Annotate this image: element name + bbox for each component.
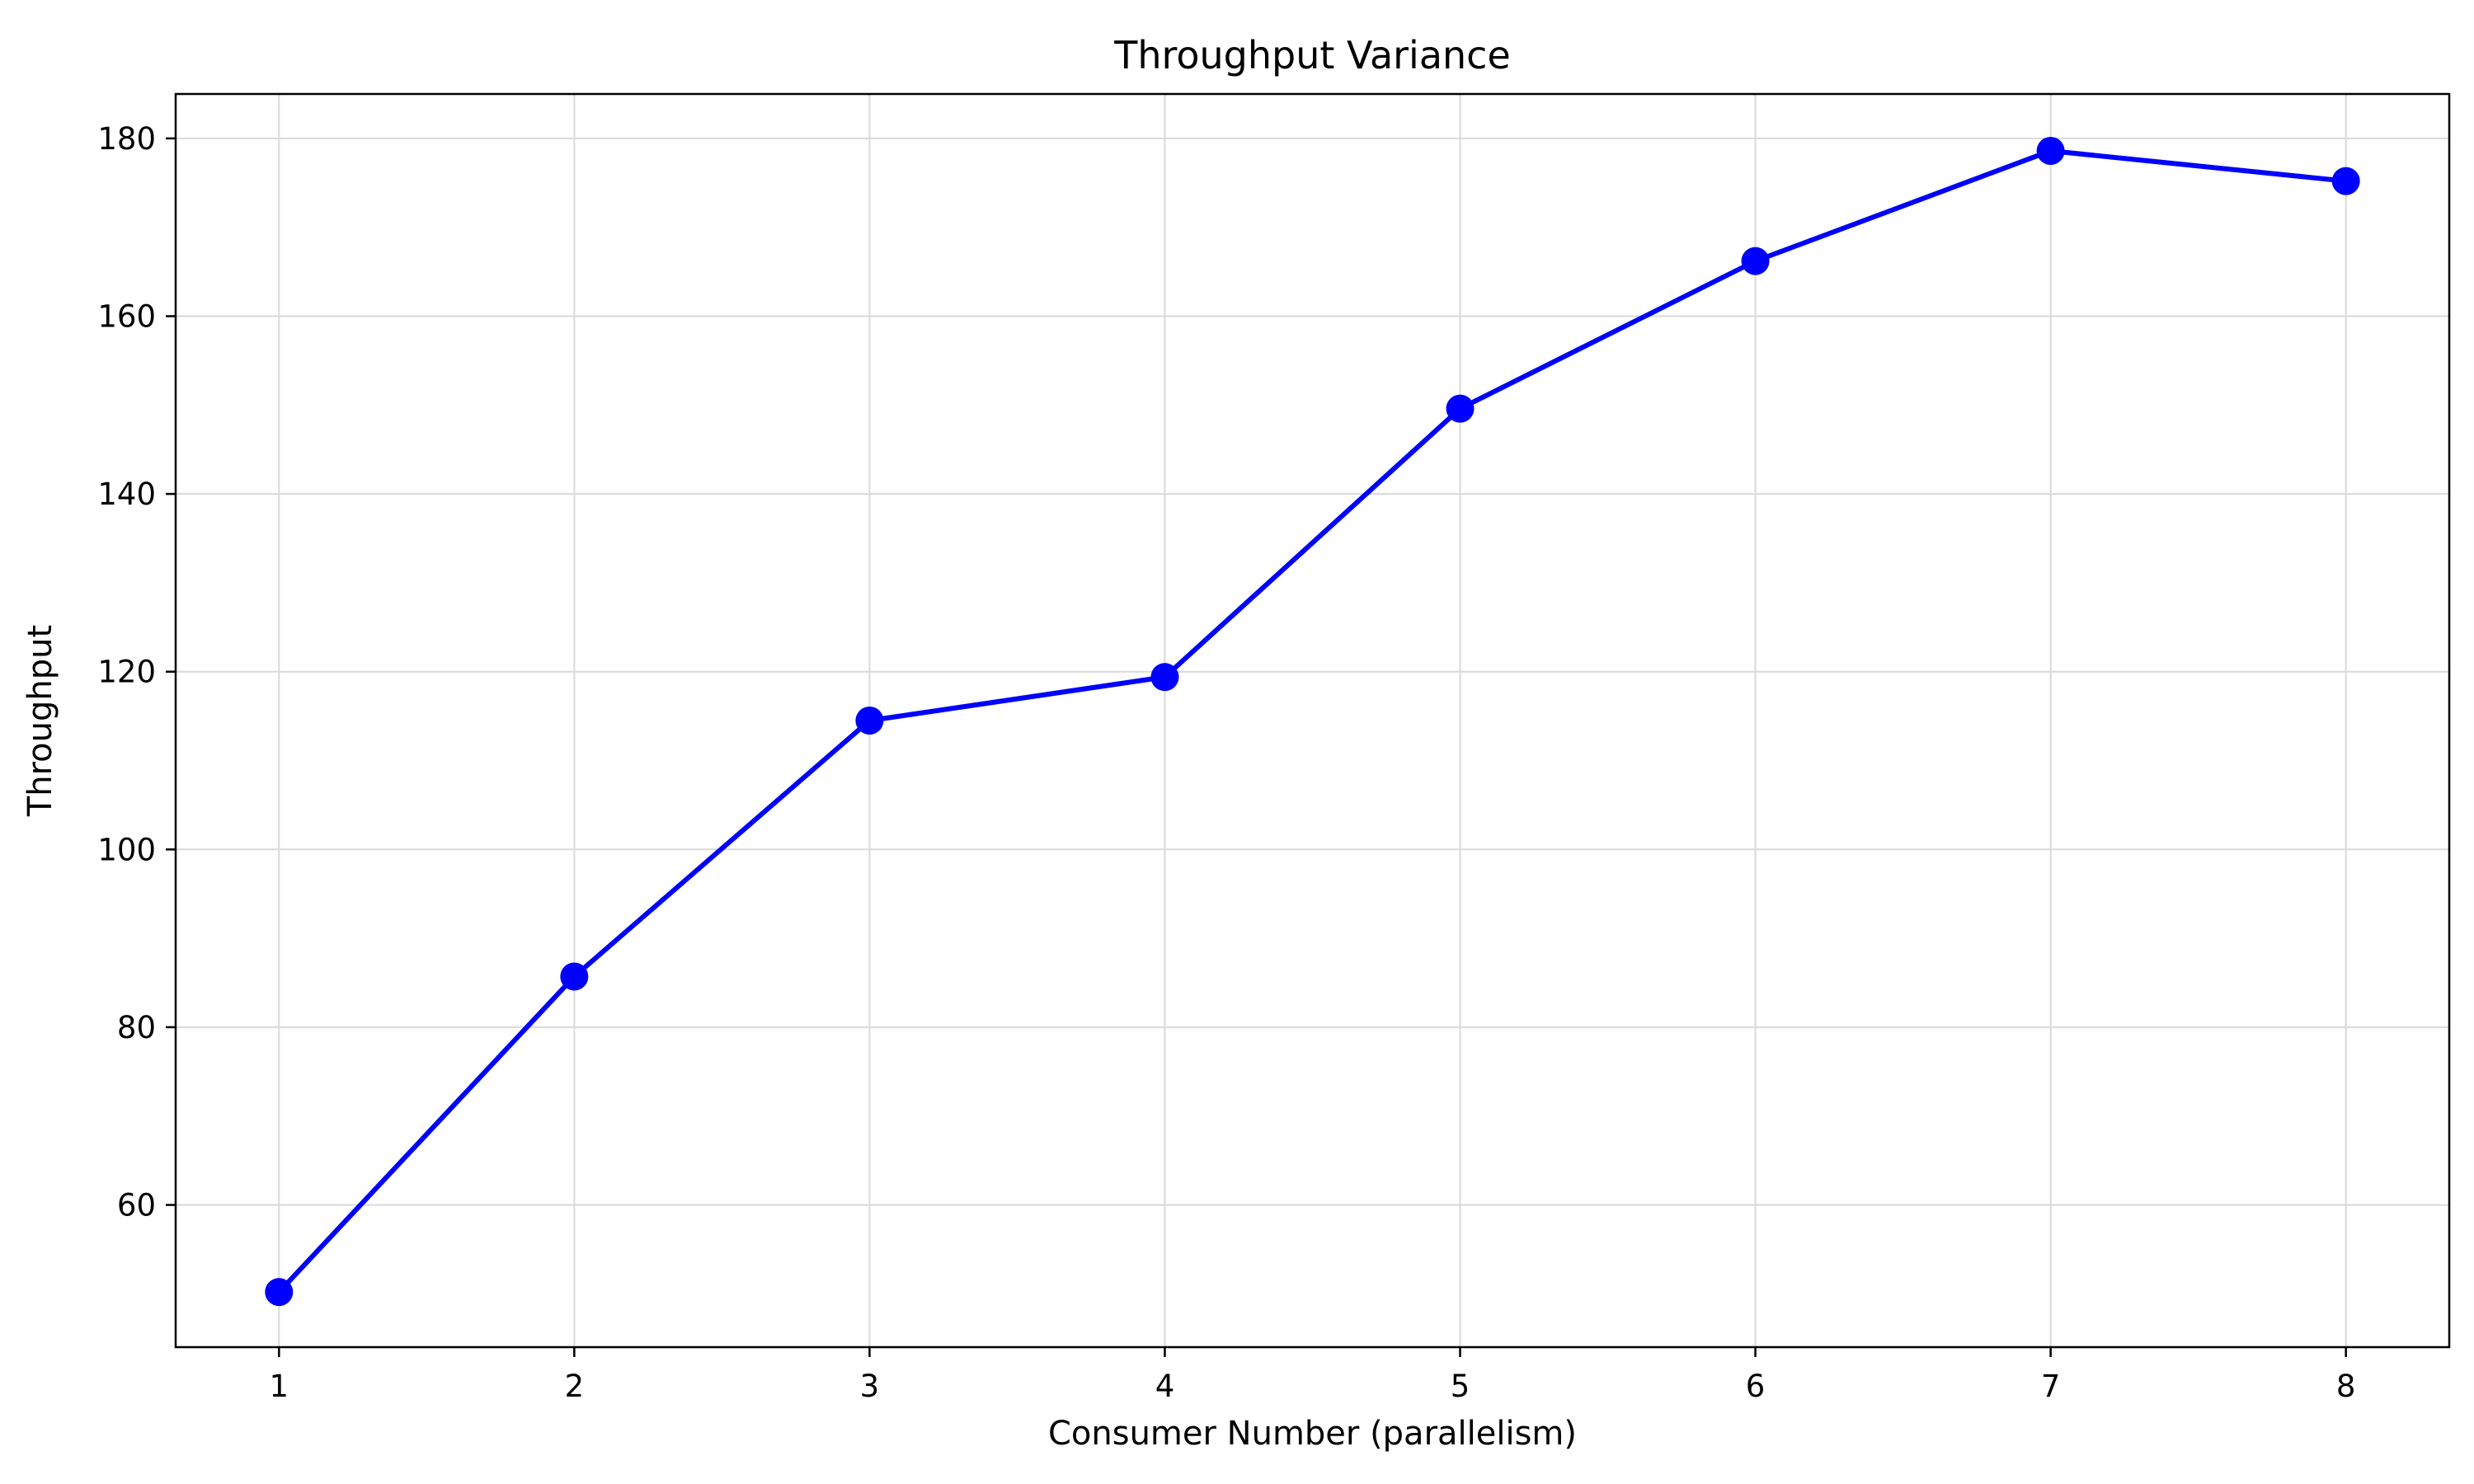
data-point — [560, 962, 589, 991]
x-tick-label: 5 — [1451, 1369, 1470, 1404]
grid — [176, 94, 2449, 1347]
chart-title: Throughput Variance — [1113, 33, 1511, 77]
x-tick-label: 3 — [860, 1369, 880, 1404]
data-point — [2036, 136, 2065, 165]
data-point — [1150, 663, 1179, 692]
data-point — [1741, 247, 1770, 275]
y-tick-label: 140 — [97, 477, 156, 512]
series-line — [277, 148, 2346, 1294]
x-tick-label: 6 — [1746, 1369, 1766, 1404]
data-point — [2331, 167, 2360, 195]
x-tick-label: 4 — [1155, 1369, 1175, 1404]
data-series — [265, 136, 2360, 1307]
data-point — [1446, 394, 1475, 423]
y-tick-label: 120 — [97, 655, 156, 690]
y-tick-label: 100 — [97, 832, 156, 867]
x-tick-label: 7 — [2041, 1369, 2061, 1404]
plot-frame — [174, 92, 2451, 1349]
x-tick-label: 2 — [565, 1369, 585, 1404]
y-tick-label: 60 — [117, 1188, 156, 1223]
axis-ticks: 1 2 3 4 5 6 7 8 60 80 100 120 140 160 180 — [97, 121, 2355, 1404]
x-tick-label: 1 — [270, 1369, 289, 1404]
x-axis-label: Consumer Number (parallelism) — [1048, 1415, 1577, 1453]
y-tick-label: 160 — [97, 299, 156, 335]
y-axis-label: Throughput — [21, 625, 59, 817]
y-tick-label: 80 — [117, 1010, 156, 1045]
data-point — [265, 1278, 294, 1307]
x-tick-label: 8 — [2336, 1369, 2356, 1404]
y-tick-label: 180 — [97, 121, 156, 157]
data-point — [855, 707, 884, 735]
